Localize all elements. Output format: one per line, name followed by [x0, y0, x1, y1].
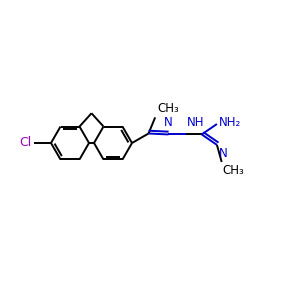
Text: NH: NH [187, 116, 204, 129]
Text: N: N [219, 147, 228, 160]
Text: N: N [164, 116, 173, 129]
Text: CH₃: CH₃ [223, 164, 244, 177]
Text: Cl: Cl [20, 136, 32, 148]
Text: NH₂: NH₂ [219, 116, 241, 130]
Text: CH₃: CH₃ [157, 102, 179, 115]
